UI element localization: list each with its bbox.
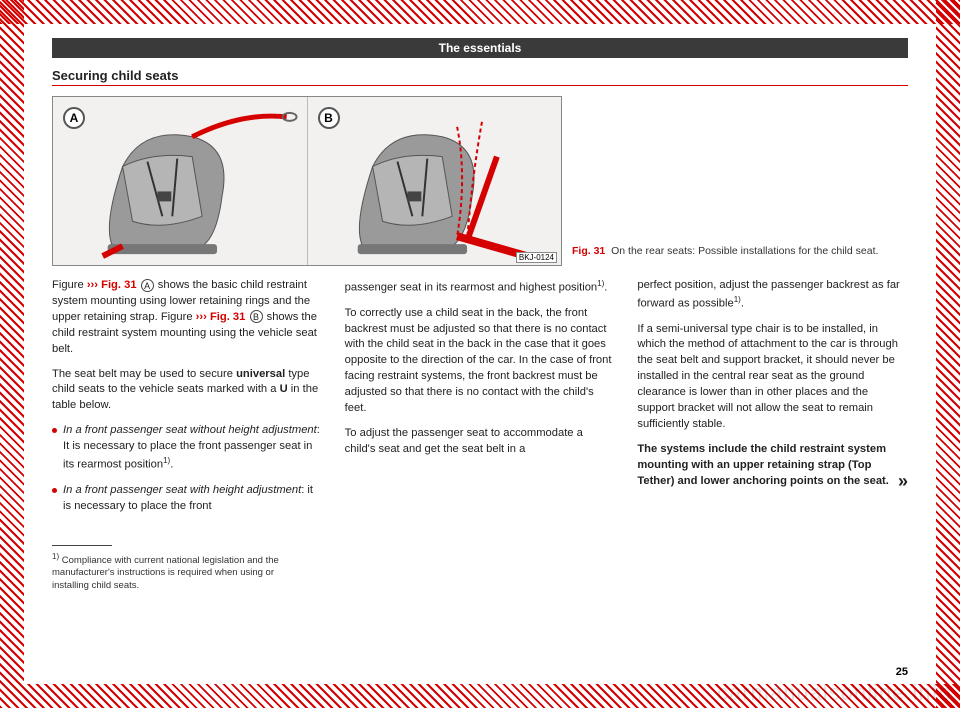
footnote-rule bbox=[52, 545, 112, 546]
page-content: The essentials Securing child seats A bbox=[24, 24, 936, 684]
body-columns: Figure ››› Fig. 31 A shows the basic chi… bbox=[52, 278, 908, 593]
column-3: perfect position, adjust the passenger b… bbox=[637, 278, 908, 593]
figure-panel-a: A bbox=[53, 97, 307, 265]
figure-panel-b: B BKJ-0124 bbox=[307, 97, 562, 265]
continue-chevron-icon: » bbox=[898, 476, 908, 487]
column-2: passenger seat in its rearmost and highe… bbox=[345, 278, 616, 593]
col2-p3: To adjust the passenger seat to accommod… bbox=[345, 426, 616, 458]
figure-caption: Fig. 31 On the rear seats: Possible inst… bbox=[572, 244, 878, 258]
hatch-border-top bbox=[0, 0, 960, 24]
col1-p1: Figure ››› Fig. 31 A shows the basic chi… bbox=[52, 278, 323, 358]
bullet-icon bbox=[52, 488, 57, 493]
badge-b-inline: B bbox=[250, 310, 263, 323]
child-seat-b-illustration bbox=[308, 97, 562, 266]
figure-caption-box: Fig. 31 On the rear seats: Possible inst… bbox=[572, 96, 908, 266]
col1-bullet-1: In a front passenger seat without height… bbox=[52, 423, 323, 473]
column-1: Figure ››› Fig. 31 A shows the basic chi… bbox=[52, 278, 323, 593]
col1-bullet-2: In a front passenger seat with height ad… bbox=[52, 483, 323, 515]
hatch-border-right bbox=[936, 0, 960, 708]
figure-31: A B bbox=[52, 96, 562, 266]
col1-p2: The seat belt may be used to secure univ… bbox=[52, 367, 323, 415]
col3-p3: The systems include the child restraint … bbox=[637, 442, 908, 490]
bullet-icon bbox=[52, 428, 57, 433]
col2-p1: passenger seat in its rearmost and highe… bbox=[345, 278, 616, 297]
title-rule bbox=[52, 85, 908, 86]
footnote-marker: 1) bbox=[52, 552, 59, 561]
fig-ref-2: ››› Fig. 31 bbox=[196, 311, 246, 323]
col3-p2: If a semi-universal type chair is to be … bbox=[637, 322, 908, 433]
col2-p2: To correctly use a child seat in the bac… bbox=[345, 306, 616, 417]
page-number: 25 bbox=[896, 666, 908, 678]
child-seat-a-illustration bbox=[53, 97, 307, 266]
watermark: carmanualsonline.info bbox=[717, 680, 952, 706]
hatch-border-left bbox=[0, 0, 24, 708]
figure-caption-text: On the rear seats: Possible installation… bbox=[611, 245, 878, 257]
col3-p1: perfect position, adjust the passenger b… bbox=[637, 278, 908, 313]
section-title: Securing child seats bbox=[52, 68, 908, 83]
badge-a-inline: A bbox=[141, 279, 154, 292]
figure-row: A B bbox=[52, 96, 908, 266]
footnote-text: Compliance with current national legisla… bbox=[52, 555, 279, 592]
figure-code: BKJ-0124 bbox=[516, 252, 557, 263]
chapter-header: The essentials bbox=[52, 38, 908, 58]
figure-number: Fig. 31 bbox=[572, 245, 605, 257]
footnote: 1) Compliance with current national legi… bbox=[52, 552, 312, 594]
fig-ref: ››› Fig. 31 bbox=[87, 279, 137, 291]
